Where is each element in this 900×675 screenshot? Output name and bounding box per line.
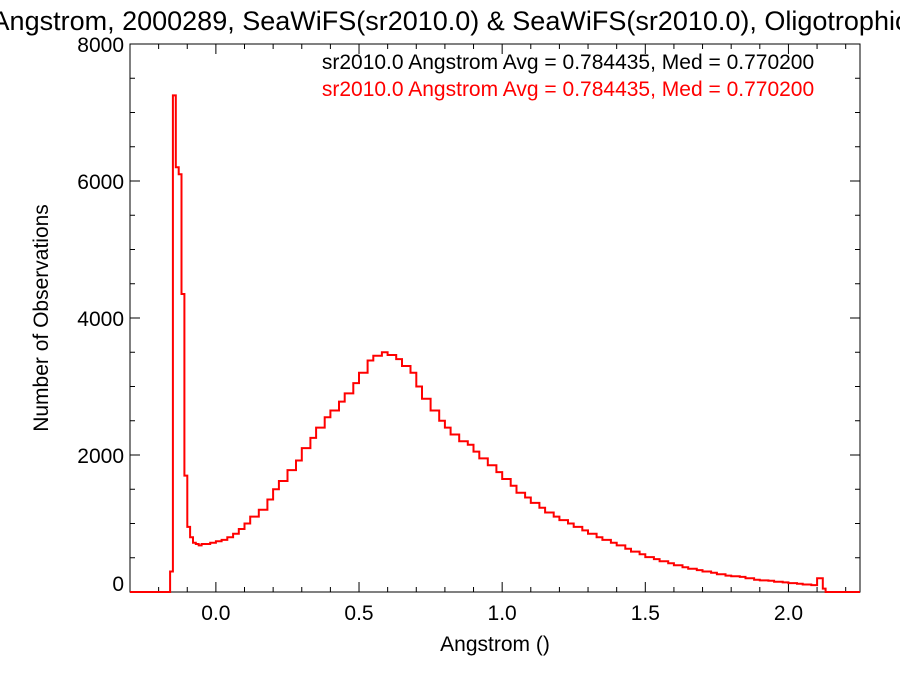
chart-title: Angstrom, 2000289, SeaWiFS(sr2010.0) & S… [0,6,900,36]
x-tick-label: 1.5 [631,602,660,625]
plot-frame [129,43,861,593]
y-tick-label: 8000 [77,34,124,57]
legend-entry-red: sr2010.0 Angstrom Avg = 0.784435, Med = … [322,78,814,101]
histogram-series-line [130,94,860,593]
x-tick-label: 0.5 [344,602,373,625]
plot-area [129,43,861,593]
series-layer [130,94,860,593]
legend-entry-black: sr2010.0 Angstrom Avg = 0.784435, Med = … [322,51,814,74]
y-tick-label: 0 [112,573,124,596]
y-axis-label: Number of Observations [30,204,53,432]
x-tick-label: 1.0 [488,602,517,625]
x-tick-label: 0.0 [201,602,230,625]
x-tick-label: 2.0 [774,602,803,625]
y-tick-label: 6000 [77,171,124,194]
x-axis-label: Angstrom () [440,633,550,656]
y-tick-label: 4000 [77,308,124,331]
axis-ticks: 0.0 0.5 1.0 1.5 2.0 0 2000 4000 6000 8000 [77,34,860,625]
y-tick-label: 2000 [77,445,124,468]
